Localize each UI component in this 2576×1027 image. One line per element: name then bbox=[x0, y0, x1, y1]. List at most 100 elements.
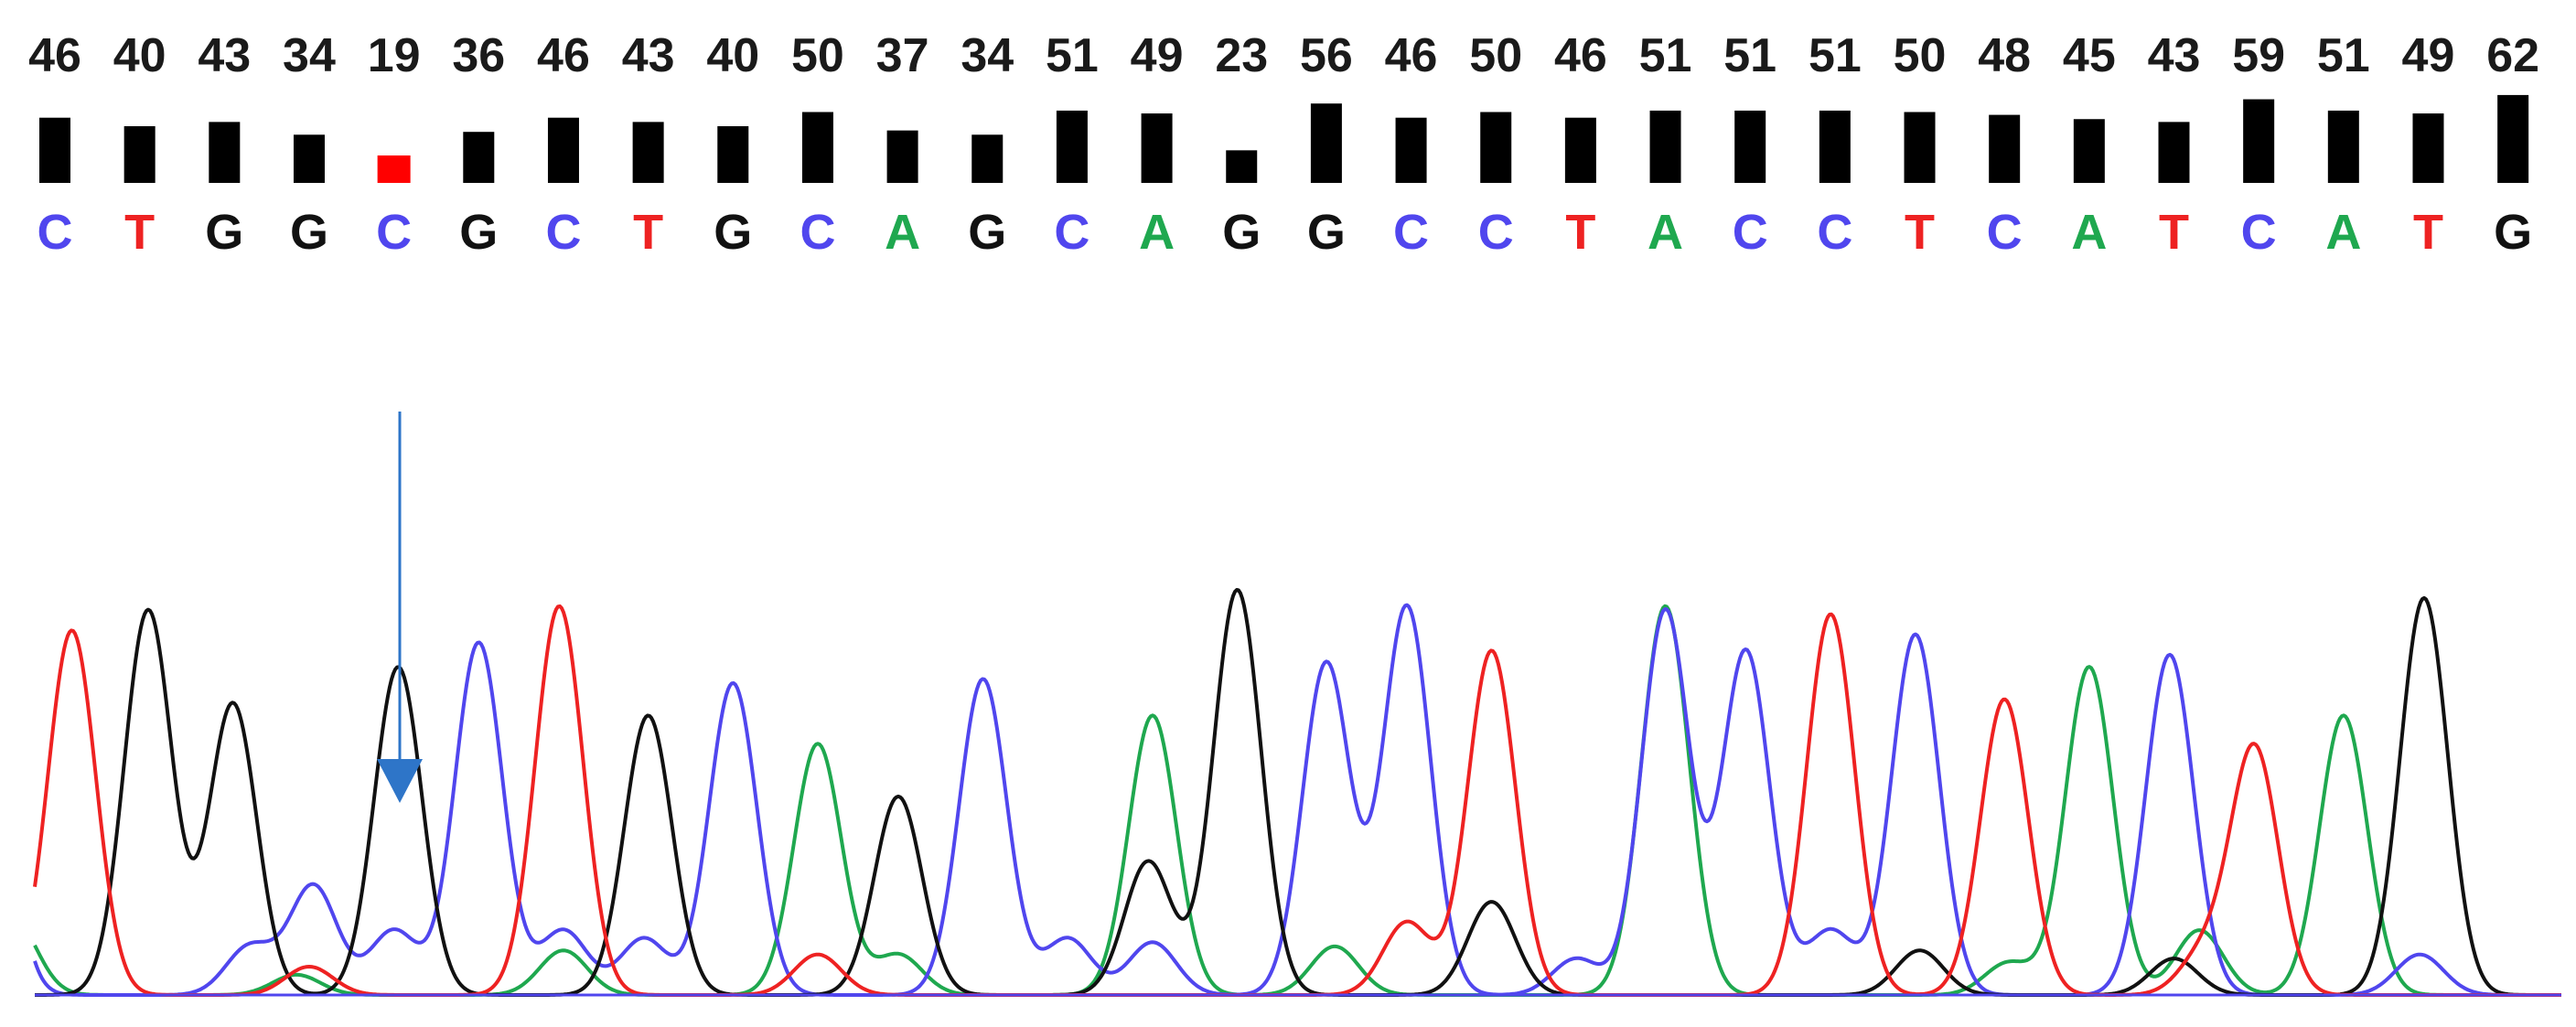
quality-value-labels: 46 40 43 34 19 36 46 43 40 50 37 34 51 49 23 56 46 50 46 51… bbox=[28, 29, 2539, 82]
base-call-letter: A bbox=[2071, 205, 2107, 260]
base-call-letter: G bbox=[205, 205, 243, 260]
quality-bar bbox=[1649, 110, 1681, 183]
quality-value-label: 40 bbox=[706, 29, 759, 82]
quality-bar bbox=[1904, 112, 1936, 183]
quality-value-label: 43 bbox=[622, 29, 675, 82]
quality-bar bbox=[2497, 94, 2529, 183]
quality-value-label: 62 bbox=[2486, 29, 2539, 82]
quality-bar bbox=[463, 132, 495, 183]
quality-bar bbox=[2073, 119, 2105, 183]
quality-value-label: 23 bbox=[1215, 29, 1268, 82]
quality-value-label: 43 bbox=[198, 29, 251, 82]
quality-bar bbox=[123, 126, 156, 183]
quality-bar bbox=[2243, 99, 2275, 183]
quality-bar bbox=[1989, 114, 2021, 183]
quality-value-label: 46 bbox=[1385, 29, 1438, 82]
quality-bar bbox=[632, 122, 664, 183]
quality-value-label: 19 bbox=[368, 29, 421, 82]
quality-bar-low bbox=[377, 155, 411, 183]
base-call-letter: C bbox=[2241, 205, 2277, 260]
quality-bar bbox=[2327, 110, 2359, 183]
quality-bar bbox=[801, 112, 833, 183]
quality-bar bbox=[1141, 113, 1173, 183]
trace-lines bbox=[33, 588, 2561, 997]
quality-value-label: 51 bbox=[1723, 29, 1776, 82]
base-call-letter: C bbox=[1817, 205, 1852, 260]
quality-value-label: 51 bbox=[1639, 29, 1692, 82]
base-call-letter: T bbox=[2159, 205, 2189, 260]
quality-value-label: 56 bbox=[1300, 29, 1353, 82]
quality-bar bbox=[971, 134, 1004, 183]
base-call-letter: A bbox=[2325, 205, 2361, 260]
trace-A bbox=[33, 604, 2561, 997]
quality-value-label: 46 bbox=[1554, 29, 1607, 82]
quality-bar bbox=[547, 117, 579, 183]
quality-value-label: 59 bbox=[2232, 29, 2285, 82]
base-call-letter: T bbox=[1905, 205, 1935, 260]
base-call-letter: G bbox=[2494, 205, 2532, 260]
quality-value-label: 34 bbox=[961, 29, 1014, 82]
base-call-letter: C bbox=[1393, 205, 1429, 260]
quality-bar bbox=[1564, 117, 1596, 183]
quality-value-label: 48 bbox=[1978, 29, 2031, 82]
trace-G bbox=[35, 588, 2561, 997]
quality-value-label: 49 bbox=[1131, 29, 1184, 82]
quality-value-label: 40 bbox=[113, 29, 166, 82]
quality-bar bbox=[1310, 103, 1342, 183]
base-call-letter: C bbox=[800, 205, 835, 260]
base-call-letter: C bbox=[1478, 205, 1514, 260]
trace-C bbox=[33, 603, 2561, 997]
base-call-letter: G bbox=[714, 205, 752, 260]
base-call-letter: G bbox=[290, 205, 328, 260]
base-call-letter: C bbox=[1733, 205, 1768, 260]
base-call-letter: T bbox=[2413, 205, 2443, 260]
quality-bar bbox=[2158, 122, 2190, 183]
quality-bar bbox=[209, 122, 241, 183]
quality-bar bbox=[1056, 110, 1088, 183]
base-call-letter: G bbox=[1222, 205, 1261, 260]
quality-bar bbox=[1480, 112, 1512, 183]
quality-value-label: 50 bbox=[1469, 29, 1522, 82]
base-call-letter: C bbox=[1987, 205, 2023, 260]
quality-value-label: 50 bbox=[1894, 29, 1947, 82]
quality-value-label: 46 bbox=[28, 29, 81, 82]
quality-bars bbox=[39, 94, 2529, 183]
quality-value-label: 36 bbox=[452, 29, 505, 82]
base-call-letter: A bbox=[885, 205, 920, 260]
quality-value-label: 46 bbox=[537, 29, 590, 82]
base-call-letter: C bbox=[38, 205, 73, 260]
base-call-letter: C bbox=[1054, 205, 1089, 260]
base-call-letter: G bbox=[1307, 205, 1346, 260]
base-call-letter: A bbox=[1139, 205, 1175, 260]
quality-bar bbox=[886, 130, 918, 183]
quality-bar bbox=[1819, 110, 1851, 183]
quality-value-label: 45 bbox=[2063, 29, 2116, 82]
quality-value-label: 34 bbox=[283, 29, 336, 82]
quality-value-label: 51 bbox=[1809, 29, 1862, 82]
quality-value-label: 49 bbox=[2402, 29, 2455, 82]
base-call-letter: A bbox=[1648, 205, 1683, 260]
quality-value-label: 37 bbox=[876, 29, 929, 82]
quality-bar bbox=[39, 117, 70, 183]
quality-value-label: 51 bbox=[2317, 29, 2370, 82]
quality-bar bbox=[2412, 113, 2444, 183]
quality-value-label: 43 bbox=[2148, 29, 2201, 82]
base-call-letter: T bbox=[633, 205, 663, 260]
base-call-letter: C bbox=[376, 205, 412, 260]
base-call-letter: T bbox=[1565, 205, 1595, 260]
arrow-head bbox=[377, 759, 423, 803]
quality-value-label: 50 bbox=[791, 29, 844, 82]
quality-bar bbox=[293, 134, 325, 183]
quality-bar bbox=[1395, 117, 1427, 183]
quality-value-label: 51 bbox=[1046, 29, 1099, 82]
quality-bar bbox=[1734, 110, 1766, 183]
quality-bar bbox=[717, 126, 749, 183]
arrow-indicator bbox=[377, 412, 423, 803]
base-call-letter: T bbox=[124, 205, 155, 260]
trace-T bbox=[33, 604, 2561, 997]
quality-bar bbox=[1226, 150, 1258, 183]
base-call-letter: G bbox=[459, 205, 498, 260]
base-call-letter: G bbox=[968, 205, 1006, 260]
base-call-letter: C bbox=[545, 205, 581, 260]
